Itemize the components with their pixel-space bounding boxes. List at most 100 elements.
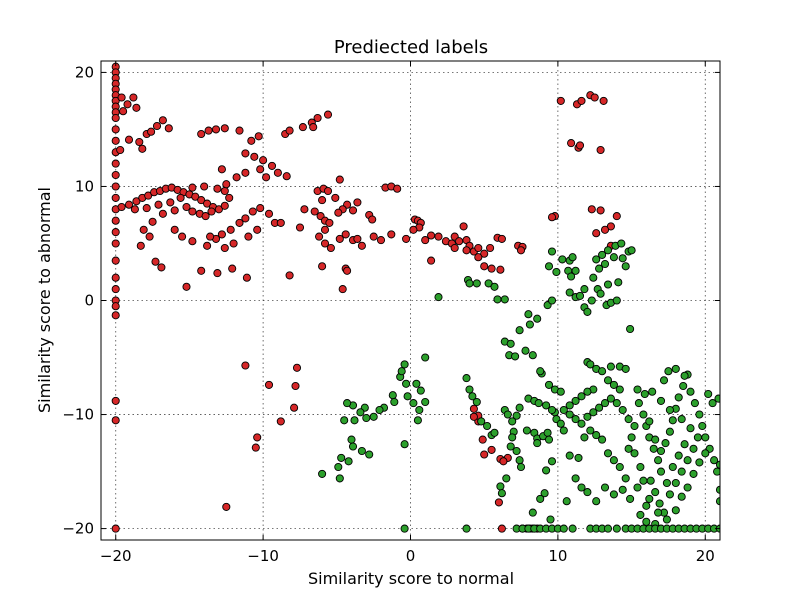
data-point: [203, 241, 212, 250]
data-point: [111, 159, 120, 168]
data-point: [310, 207, 319, 216]
data-point: [502, 474, 511, 483]
data-point: [434, 293, 443, 302]
data-point: [575, 141, 585, 150]
data-point: [334, 462, 343, 472]
data-point: [606, 222, 615, 231]
data-point: [580, 433, 589, 442]
data-point: [592, 255, 601, 264]
data-point: [132, 197, 141, 206]
data-point: [547, 247, 557, 256]
data-point: [291, 381, 300, 391]
data-point: [577, 419, 586, 428]
data-point: [142, 204, 151, 213]
data-point: [708, 399, 717, 408]
data-point: [515, 456, 524, 465]
data-point: [335, 234, 344, 243]
data-point: [627, 246, 636, 255]
data-point: [253, 433, 262, 442]
data-point: [714, 394, 720, 403]
data-point: [323, 186, 333, 196]
data-point: [486, 243, 495, 253]
data-point: [124, 200, 134, 209]
data-point: [388, 391, 397, 400]
data-point: [152, 121, 162, 131]
data-point: [587, 296, 596, 305]
data-point: [318, 469, 327, 478]
data-point: [387, 230, 396, 239]
data-point: [556, 387, 565, 396]
data-point: [596, 145, 605, 155]
data-point: [273, 168, 282, 177]
data-point: [603, 449, 613, 458]
data-point: [633, 385, 642, 394]
data-point: [559, 524, 568, 533]
data-point: [343, 399, 352, 408]
data-point: [111, 302, 120, 311]
data-point: [241, 168, 250, 177]
data-point: [680, 440, 689, 449]
data-point: [353, 234, 362, 243]
data-point: [188, 207, 197, 216]
data-point: [220, 201, 229, 210]
data-point: [528, 351, 537, 360]
data-point: [264, 209, 274, 218]
data-point: [201, 212, 210, 221]
data-point: [403, 392, 412, 401]
data-point: [111, 416, 120, 425]
data-point: [207, 207, 216, 216]
data-point: [469, 412, 478, 421]
data-point: [111, 256, 120, 265]
data-point: [615, 385, 624, 394]
data-point: [609, 456, 618, 465]
data-point: [536, 367, 545, 376]
data-point: [603, 524, 613, 533]
data-point: [645, 494, 654, 503]
data-point: [393, 184, 402, 193]
data-point: [111, 125, 120, 134]
data-point: [267, 161, 277, 170]
data-point: [546, 515, 555, 524]
data-point: [235, 218, 244, 227]
data-point: [338, 285, 347, 294]
data-point: [170, 225, 179, 234]
data-point: [600, 483, 610, 492]
data-point: [695, 458, 704, 467]
data-point: [353, 198, 362, 207]
data-point: [698, 421, 707, 431]
data-point: [182, 282, 191, 291]
data-point: [334, 208, 343, 217]
data-point: [674, 393, 683, 402]
data-point: [344, 457, 353, 466]
data-point: [522, 426, 531, 435]
data-point: [226, 225, 235, 234]
data-point: [427, 231, 436, 240]
data-point: [533, 439, 542, 448]
data-point: [241, 361, 250, 370]
data-point: [335, 175, 344, 184]
data-point: [615, 462, 624, 472]
data-point: [341, 230, 350, 239]
data-point: [462, 374, 471, 383]
data-point: [598, 250, 607, 259]
data-point: [409, 225, 418, 234]
data-point: [496, 265, 505, 274]
data-point: [214, 205, 223, 214]
data-point: [472, 279, 481, 288]
data-point: [402, 379, 411, 388]
data-point: [516, 246, 526, 255]
data-point: [222, 502, 231, 511]
data-point: [292, 363, 302, 372]
data-point: [357, 241, 366, 250]
data-point: [356, 408, 365, 417]
data-point: [178, 232, 187, 241]
data-point: [547, 405, 557, 415]
data-point: [427, 256, 436, 265]
data-point: [347, 435, 356, 444]
data-point: [701, 433, 710, 442]
data-point: [571, 266, 580, 275]
data-point: [147, 127, 156, 136]
data-point: [642, 517, 651, 526]
data-point: [459, 222, 468, 231]
data-point: [111, 113, 120, 123]
